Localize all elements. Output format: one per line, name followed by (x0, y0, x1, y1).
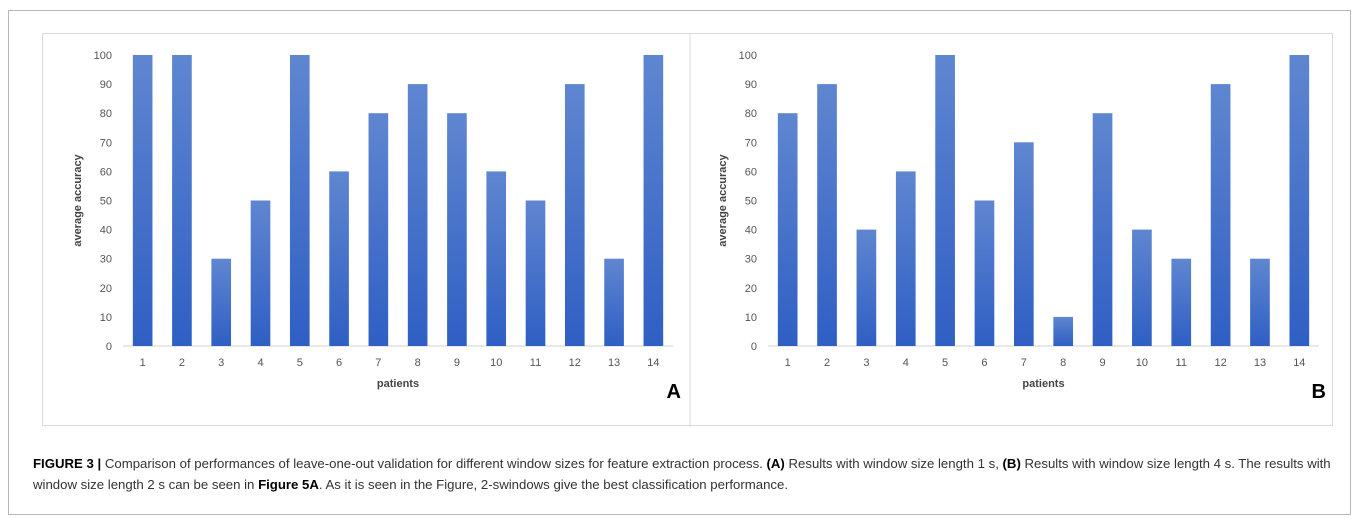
y-tick-label: 0 (751, 341, 757, 353)
x-tick-label: 8 (415, 357, 421, 369)
y-axis-title: average accuracy (717, 153, 729, 246)
bar (856, 229, 877, 346)
panel-label: A (667, 381, 681, 403)
figure-panels: 0 10 20 30 40 50 60 70 80 90 100 1 2 3 4 5 6 7 8 9 10 11 12 13 1… (42, 33, 1333, 427)
x-tick-label: 14 (1293, 357, 1305, 369)
caption-label-a: (A) (766, 456, 785, 471)
y-tick-label: 70 (100, 137, 112, 149)
bar (368, 113, 389, 346)
bar (974, 200, 995, 346)
y-tick-label: 30 (745, 254, 757, 266)
x-tick-label: 5 (942, 357, 948, 369)
y-tick-label: 80 (100, 108, 112, 120)
x-tick-label: 6 (336, 357, 342, 369)
y-tick-label: 100 (739, 50, 757, 62)
x-tick-label: 4 (903, 357, 909, 369)
bar (935, 55, 955, 346)
x-axis-title: patients (1022, 378, 1064, 390)
y-tick-label: 40 (745, 225, 757, 237)
bar (1171, 258, 1192, 346)
bar (289, 55, 310, 346)
bar (329, 171, 349, 346)
x-tick-label: 8 (1060, 357, 1066, 369)
y-tick-label: 60 (745, 166, 757, 178)
x-tick-label: 13 (608, 357, 620, 369)
x-tick-label: 2 (824, 357, 830, 369)
bar (525, 200, 546, 346)
y-tick-label: 20 (745, 283, 757, 295)
y-tick-label: 90 (745, 79, 757, 91)
x-tick-label: 4 (257, 357, 263, 369)
x-tick-label: 7 (375, 357, 381, 369)
bar (1013, 142, 1034, 346)
y-tick-label: 10 (100, 312, 112, 324)
x-tick-label: 7 (1021, 357, 1027, 369)
bar (643, 55, 664, 346)
x-tick-label: 13 (1254, 357, 1266, 369)
bar (1053, 316, 1074, 346)
x-tick-label: 11 (1176, 357, 1187, 369)
bar (1092, 113, 1113, 346)
bar (211, 258, 232, 346)
x-tick-label: 12 (569, 357, 581, 369)
y-tick-label: 40 (100, 225, 112, 237)
caption-figure-label: FIGURE 3 | (33, 456, 102, 471)
bar (1132, 229, 1152, 346)
x-tick-label: 3 (863, 357, 869, 369)
y-tick-label: 100 (94, 50, 112, 62)
y-tick-label: 30 (100, 254, 112, 266)
bar (407, 84, 428, 346)
x-tick-label: 1 (785, 357, 791, 369)
y-tick-label: 50 (100, 196, 112, 208)
x-tick-label: 3 (218, 357, 224, 369)
x-tick-label: 10 (1136, 357, 1148, 369)
y-tick-label: 0 (106, 341, 112, 353)
y-tick-label: 70 (745, 137, 757, 149)
caption-figure-ref[interactable]: Figure 5A (258, 477, 319, 492)
y-tick-label: 20 (100, 283, 112, 295)
bar (1289, 55, 1310, 346)
y-tick-label: 10 (745, 312, 757, 324)
figure-caption: FIGURE 3 | Comparison of performances of… (33, 453, 1343, 495)
y-tick-label: 60 (100, 166, 112, 178)
x-tick-label: 1 (140, 357, 146, 369)
y-tick-label: 50 (745, 196, 757, 208)
x-tick-label: 9 (454, 357, 460, 369)
x-tick-label: 12 (1214, 357, 1226, 369)
bar (895, 171, 916, 346)
caption-text-3: Results with window size length 4 s. The… (33, 456, 1331, 492)
x-tick-label: 14 (647, 357, 659, 369)
bar (564, 84, 585, 346)
bar (172, 55, 192, 346)
bar (1210, 84, 1231, 346)
x-tick-label: 9 (1099, 357, 1105, 369)
bar (604, 258, 624, 346)
panel-label: B (1312, 381, 1326, 403)
caption-text-4: . As it is seen in the Figure, 2-swindow… (318, 477, 788, 492)
x-tick-label: 6 (981, 357, 987, 369)
caption-label-b: (B) (1002, 456, 1021, 471)
x-axis-title: patients (377, 378, 419, 390)
x-tick-label: 2 (179, 357, 185, 369)
caption-text-1: Comparison of performances of leave-one-… (101, 456, 767, 471)
y-tick-label: 80 (745, 108, 757, 120)
figure-frame: 0 10 20 30 40 50 60 70 80 90 100 1 2 3 4 5 6 7 8 9 10 11 12 13 1… (8, 10, 1351, 515)
x-tick-label: 11 (530, 357, 541, 369)
bar (817, 84, 837, 346)
bar (132, 55, 153, 346)
bar (250, 200, 271, 346)
y-tick-label: 90 (100, 79, 112, 91)
bar (777, 113, 798, 346)
bar (447, 113, 467, 346)
bar (486, 171, 507, 346)
y-axis-title: average accuracy (72, 153, 84, 246)
x-tick-label: 5 (297, 357, 303, 369)
bar (1250, 258, 1270, 346)
x-tick-label: 10 (490, 357, 502, 369)
caption-text-2: Results with window size length 1 s, (784, 456, 1003, 471)
